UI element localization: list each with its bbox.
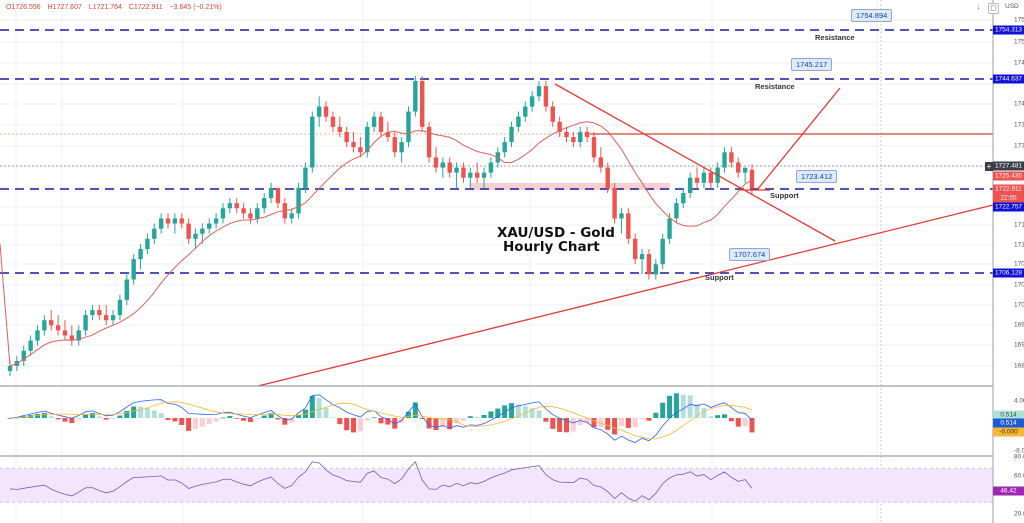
level-label: Resistance	[815, 33, 855, 42]
macd-pane	[7, 393, 755, 443]
axis-tick-label: 1732.000	[1014, 142, 1024, 150]
chart-title: XAU/USD - Gold Hourly Chart	[497, 226, 615, 254]
rsi-pane	[0, 461, 993, 503]
price-callout[interactable]: 1745.217	[791, 58, 833, 71]
trendlines	[257, 83, 994, 387]
support-resistance-levels	[0, 29, 993, 274]
low-value: L1721.764	[88, 4, 122, 11]
price-tag: 1754.313	[993, 25, 1024, 35]
price-tag: 1727.481	[993, 161, 1024, 171]
level-label: Support	[705, 273, 734, 282]
arrow-down-icon[interactable]: ↓	[974, 3, 983, 12]
price-tag: 0.514	[993, 418, 1024, 428]
chart-title-line2: Hourly Chart	[503, 239, 600, 255]
close-value: C1722.911	[128, 4, 163, 11]
ohlc-legend: O1726.556 H1727.607 L1721.764 C1722.911 …	[6, 4, 227, 11]
axis-tick-label: 20.00	[1014, 510, 1024, 518]
price-tag: 22:55	[993, 193, 1024, 203]
currency-label: USD	[1005, 3, 1019, 10]
axis-tick-label: 1708.000	[1014, 260, 1024, 268]
screenshot-icon[interactable]: ▢	[988, 3, 999, 14]
axis-tick-label: 1748.000	[1014, 59, 1024, 67]
price-tag: 1706.128	[993, 268, 1024, 278]
level-label: Resistance	[755, 82, 795, 91]
change-value: −3.645 (−0.21%)	[169, 4, 222, 11]
price-tag: 1725.435	[993, 171, 1024, 181]
axis-tick-label: 80.00	[1014, 453, 1024, 461]
axis-tick-label: 4.000	[1014, 397, 1024, 405]
axis-tick-label: 1704.000	[1014, 281, 1024, 289]
candlesticks	[0, 75, 755, 377]
axis-tick-label: 60.00	[1014, 472, 1024, 480]
price-callout[interactable]: 1723.412	[796, 170, 838, 183]
price-callout[interactable]: 1707.674	[729, 248, 771, 261]
price-tag: 0.514	[993, 410, 1024, 420]
axis-tick-label: 1688.000	[1014, 362, 1024, 370]
axis-tick-label: 1696.000	[1014, 321, 1024, 329]
axis-tick-label: 1692.000	[1014, 341, 1024, 349]
axis-tick-label: 1752.000	[1014, 38, 1024, 46]
plus-icon[interactable]: +	[985, 162, 993, 171]
axis-tick-label: 1700.000	[1014, 301, 1024, 309]
high-value: H1727.607	[47, 4, 82, 11]
price-tag: 1722.757	[993, 202, 1024, 212]
chart-title-line1: XAU/USD - Gold	[497, 225, 615, 241]
axis-tick-label: 1740.000	[1014, 100, 1024, 108]
axis-tick-label: 1756.000	[1014, 16, 1024, 24]
grid-lines	[0, 0, 993, 523]
price-callout[interactable]: 1754.894	[851, 9, 893, 22]
open-value: O1726.556	[6, 4, 41, 11]
price-tag: -0.000	[993, 427, 1024, 437]
level-label: Support	[770, 191, 799, 200]
price-tag: 46.42	[993, 486, 1024, 496]
price-tag: 1722.911	[993, 184, 1024, 194]
axis-tick-label: 1712.000	[1014, 241, 1024, 249]
price-tag: 1744.637	[993, 74, 1024, 84]
axis-tick-label: 1716.000	[1014, 221, 1024, 229]
axis-tick-label: -8.000	[1014, 447, 1024, 455]
axis-tick-label: 1736.000	[1014, 121, 1024, 129]
